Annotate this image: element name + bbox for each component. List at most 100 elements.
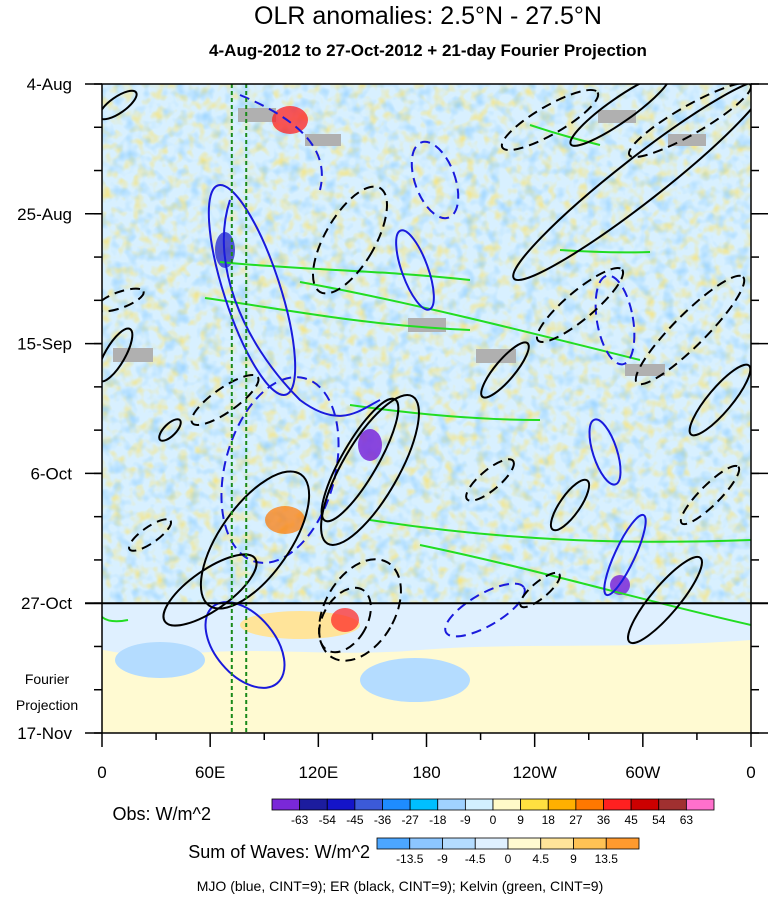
mjo-contour-negative [239,94,323,191]
colorbar-swatch [603,798,632,811]
er-contour [512,84,751,282]
colorbar-label: -9 [460,813,471,827]
x-tick-label: 60E [195,763,225,782]
colorbar-label: -18 [429,813,447,827]
colorbar-swatch [605,837,640,850]
projection-cool-blob [360,658,470,702]
colorbar-swatch [409,837,443,850]
colorbar-label: -36 [374,813,392,827]
colorbar-swatch [382,798,411,811]
er-contour-negative [679,464,741,526]
er-contour-negative [318,586,372,654]
mjo-contour [603,513,647,597]
mjo-contour [588,418,622,486]
colorbar-label: 54 [652,813,666,827]
x-tick-label: 0 [746,763,755,782]
er-contour-negative [312,185,388,295]
colorbar-label: 0 [490,813,497,827]
mjo-contour-negative [410,140,460,220]
projection-label-line1: Fourier [25,671,70,687]
chart-title: OLR anomalies: 2.5°N - 27.5°N [254,2,602,30]
obs-cool-noise [102,84,751,604]
er-contour [569,84,671,147]
y-tick-label: 15-Sep [17,335,72,354]
kelvin-contours [102,124,751,626]
er-contour-negative [318,558,402,662]
kelvin-contour [219,261,471,281]
colorbar-label: -9 [437,852,448,866]
colorbar-label: 13.5 [595,852,619,866]
missing-data-box [305,134,341,146]
colorbar-label: -54 [319,813,337,827]
x-tick-label: 60W [625,763,660,782]
er-contour [199,470,311,610]
er-contour-negative [190,374,260,426]
colorbar-label: 4.5 [532,852,549,866]
x-tick-label: 120E [298,763,338,782]
er-contour [549,478,591,532]
kelvin-contour [102,616,129,623]
er-contour [158,418,182,442]
warm-anomaly-spot [272,106,308,134]
colorbar-label: -27 [401,813,419,827]
kelvin-contour [349,404,541,421]
missing-data-box [668,134,706,146]
er-contour-negative [128,518,172,552]
er-contour-negative [519,571,561,609]
y-tick-label: 25-Aug [17,205,72,224]
warm-anomaly-spot [265,506,305,534]
colorbar-swatch [540,837,574,850]
mjo-contour-negative [444,582,526,638]
obs-colorbar: -63 -54 -45 -36 -27 -18 -9 0 9 18 27 36 45 54 63 [271,798,715,827]
mjo-contour [395,229,435,311]
colorbar-swatch [685,798,715,811]
contour-legend-footnote: MJO (blue, CINT=9); ER (black, CINT=9); … [197,878,604,894]
er-contour [162,553,258,627]
colorbar-label: 27 [569,813,583,827]
er-contour-negative [465,458,515,502]
chart-subtitle: 4-Aug-2012 to 27-Oct-2012 + 21-day Fouri… [209,41,647,60]
projection-label-line2: Projection [16,697,78,713]
colorbar-swatch [575,798,604,811]
x-tick-label: 120W [512,763,556,782]
mjo-contour-negative [594,274,636,366]
kelvin-contour [369,519,751,543]
colorbar-label: 0 [505,852,512,866]
colorbar-swatch [376,837,411,850]
colorbar-swatch [630,798,660,811]
missing-data-box [113,348,153,362]
er-contour-negative [500,88,600,152]
er-contour-negative [102,287,145,313]
kelvin-contour [419,544,751,626]
cold-anomaly-spot [358,429,382,461]
colorbar-swatch [492,798,522,811]
colorbar-swatch [520,798,549,811]
er-contour-negative [634,274,746,386]
colorbar-label: -13.5 [396,852,424,866]
er-contour [102,327,134,383]
colorbar-label: 45 [624,813,638,827]
y-tick-label: 27-Oct [21,594,72,613]
projection-warm-blob [240,611,360,639]
colorbar-label: -45 [346,813,364,827]
y-tick-label: 17-Nov [17,724,72,743]
x-tick-label: 0 [97,763,106,782]
colorbar-swatch [354,798,383,811]
mjo-contour [207,184,297,396]
colorbar-swatch [409,798,439,811]
colorbar-label: 9 [517,813,524,827]
kelvin-contour [529,124,601,146]
colorbar-swatch [464,798,494,811]
plot-area [102,84,751,733]
waves-colorbar-title: Sum of Waves: W/m^2 [188,842,370,862]
colorbar-swatch [658,798,687,811]
colorbar-swatch [271,798,301,811]
missing-data-box [408,318,446,332]
missing-data-box [625,364,665,376]
er-contour [102,89,138,121]
mjo-contour [222,199,381,417]
er-contour [480,341,530,399]
colorbar-swatch [299,798,328,811]
x-tick-label: 180 [412,763,440,782]
er-contours [102,84,751,662]
